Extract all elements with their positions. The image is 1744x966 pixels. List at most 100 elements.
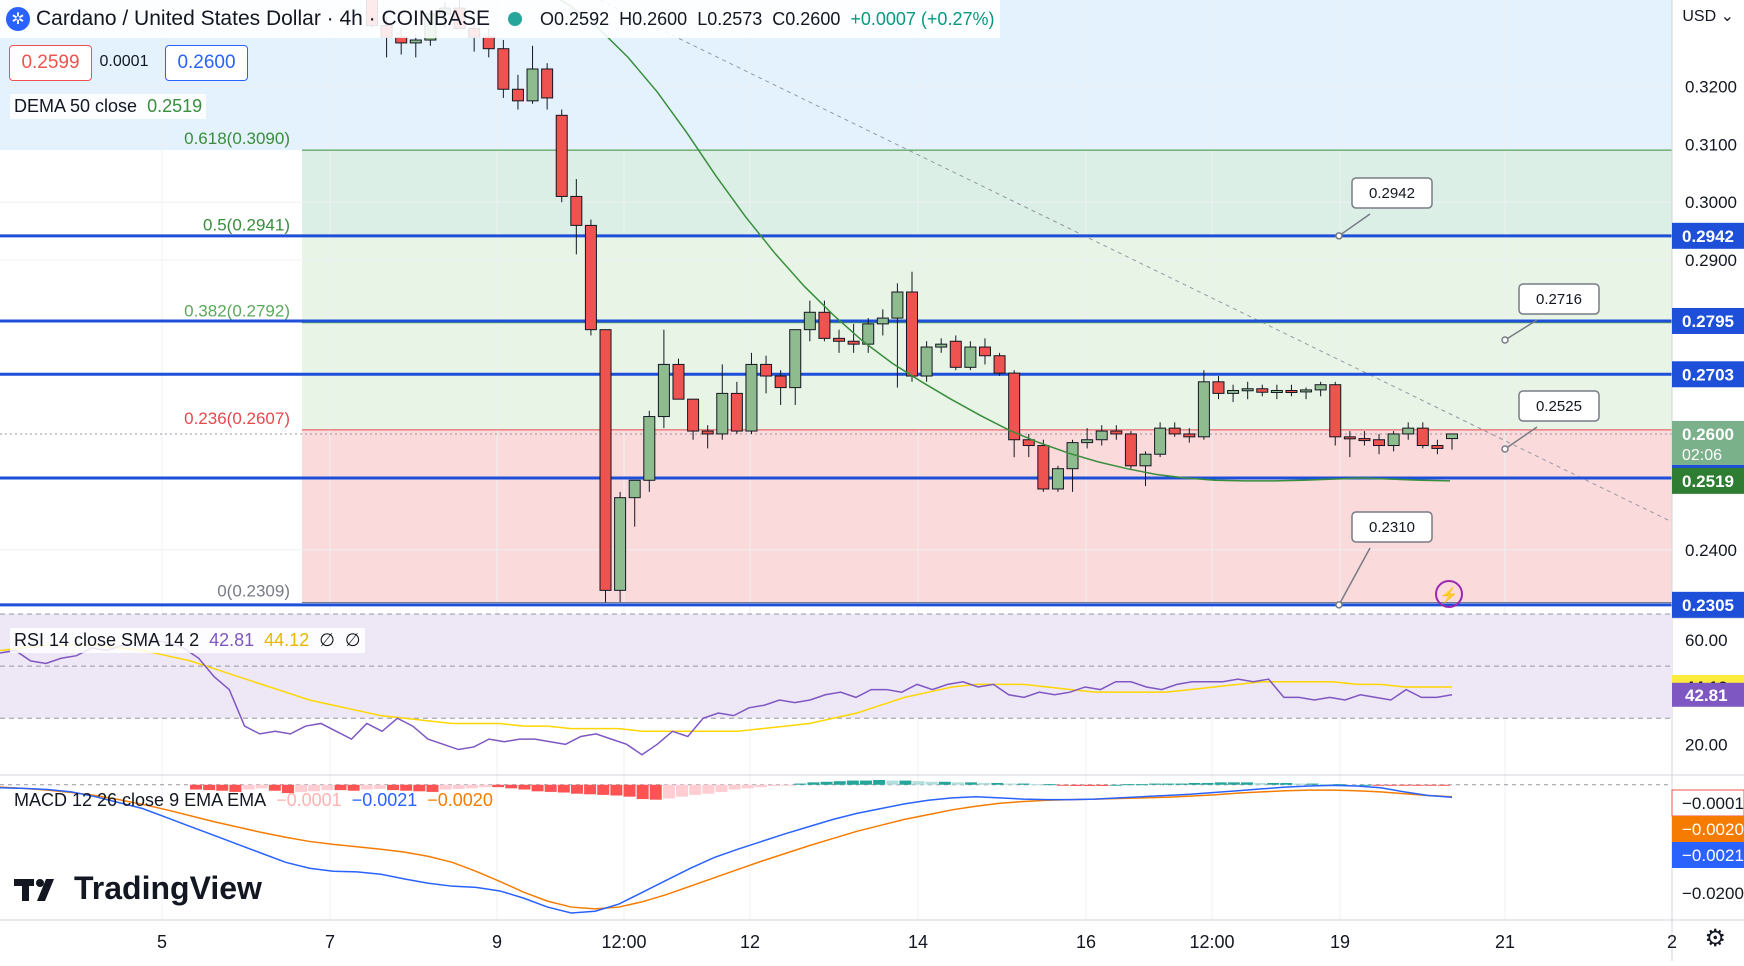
candle[interactable] (599, 329, 612, 603)
candle[interactable] (774, 370, 787, 405)
candle[interactable] (1402, 422, 1415, 440)
candle[interactable] (511, 74, 524, 110)
gear-icon[interactable]: ⚙ (1704, 925, 1726, 952)
candle[interactable] (1008, 370, 1021, 458)
candle[interactable] (555, 109, 568, 203)
time-axis-label: 5 (157, 932, 167, 952)
candle[interactable] (876, 309, 889, 336)
rsi-sma-legend-value: 44.12 (264, 630, 310, 650)
candle[interactable] (1051, 465, 1064, 492)
macd-legend[interactable]: MACD 12 26 close 9 EMA EMA −0.0001 −0.00… (10, 788, 497, 813)
candle[interactable] (701, 425, 714, 449)
candle[interactable] (935, 338, 948, 353)
callout-box[interactable] (1518, 283, 1600, 315)
candle[interactable] (1212, 376, 1225, 400)
candle[interactable] (570, 179, 583, 255)
candle[interactable] (657, 329, 670, 429)
candle[interactable] (1197, 370, 1210, 440)
candle[interactable] (628, 479, 641, 527)
candle-body (935, 343, 948, 348)
candle[interactable] (1124, 431, 1137, 469)
candle[interactable] (1314, 381, 1327, 397)
alert-icon[interactable] (1435, 580, 1463, 608)
callout-pointer (1504, 319, 1538, 341)
candle[interactable] (1183, 428, 1196, 443)
macd-histogram-bar (308, 784, 321, 792)
callout-box[interactable] (1518, 390, 1600, 422)
candle[interactable] (803, 300, 816, 342)
price-axis-badge (1672, 361, 1744, 388)
fib-zone-618 (302, 150, 1672, 237)
candle[interactable] (1037, 439, 1050, 492)
candle[interactable] (1154, 422, 1167, 458)
candle[interactable] (643, 410, 656, 492)
candle[interactable] (1343, 431, 1356, 458)
candle[interactable] (1373, 433, 1386, 455)
candle[interactable] (891, 283, 904, 388)
candle[interactable] (789, 329, 802, 405)
candle[interactable] (1431, 439, 1444, 455)
candle[interactable] (1387, 431, 1400, 452)
candle[interactable] (847, 323, 860, 353)
candle[interactable] (1081, 428, 1094, 449)
macd-histogram-bar (229, 784, 242, 792)
candle[interactable] (497, 40, 510, 98)
candle[interactable] (1300, 387, 1313, 400)
fib-zone-500 (302, 236, 1672, 430)
callout-box[interactable] (1351, 511, 1433, 543)
candle[interactable] (1446, 433, 1458, 450)
candle-body (716, 392, 729, 435)
candle[interactable] (1285, 384, 1298, 397)
candle[interactable] (730, 381, 743, 434)
candle[interactable] (1241, 381, 1254, 400)
candle[interactable] (1139, 451, 1152, 487)
rsi-legend[interactable]: RSI 14 close SMA 14 2 42.81 44.12 ∅ ∅ (10, 628, 365, 653)
candle[interactable] (745, 352, 758, 434)
currency-selector[interactable]: USD ⌄ (1682, 6, 1734, 26)
candle[interactable] (716, 364, 729, 440)
candle[interactable] (1358, 431, 1371, 446)
candle[interactable] (1270, 384, 1283, 400)
candle[interactable] (409, 34, 422, 58)
candle[interactable] (672, 358, 685, 400)
candle[interactable] (584, 219, 597, 336)
candle[interactable] (964, 341, 977, 371)
candle[interactable] (993, 352, 1006, 377)
candle[interactable] (920, 341, 933, 382)
macd-histogram-bar (978, 782, 991, 785)
candle-body (497, 48, 510, 90)
candle[interactable] (1227, 384, 1240, 403)
time-axis-label: 9 (492, 932, 502, 952)
candle[interactable] (526, 45, 539, 104)
macd-histogram-bar (649, 784, 662, 800)
buy-price-button[interactable]: 0.2600 (165, 45, 248, 81)
sell-price-button[interactable]: 0.2599 (9, 45, 92, 81)
candle[interactable] (1110, 425, 1123, 440)
candle[interactable] (687, 398, 700, 440)
candle[interactable] (862, 318, 875, 353)
candle[interactable] (818, 300, 831, 342)
candle[interactable] (1416, 422, 1429, 449)
candle[interactable] (833, 329, 846, 353)
candle-body (482, 36, 495, 50)
dema-legend[interactable]: DEMA 50 close 0.2519 (10, 94, 207, 119)
candle[interactable] (1329, 381, 1342, 446)
tradingview-logo[interactable]: TradingView (14, 870, 262, 907)
candle[interactable] (949, 335, 962, 371)
candle[interactable] (614, 491, 627, 602)
candle-body (1387, 433, 1400, 447)
candle[interactable] (1168, 422, 1181, 437)
symbol-title[interactable]: ✲ Cardano / United States Dollar · 4h · … (6, 7, 490, 31)
candle-body (1154, 427, 1167, 455)
candle[interactable] (1256, 384, 1269, 397)
candle[interactable] (541, 63, 554, 110)
macd-histogram-bar (400, 784, 413, 791)
candle[interactable] (978, 338, 991, 365)
candle[interactable] (760, 355, 773, 394)
fib-level-label: 0.236(0.2607) (184, 409, 290, 428)
candle[interactable] (1095, 425, 1108, 446)
rsi-sma-line (0, 644, 1452, 733)
callout-box[interactable] (1351, 177, 1433, 209)
